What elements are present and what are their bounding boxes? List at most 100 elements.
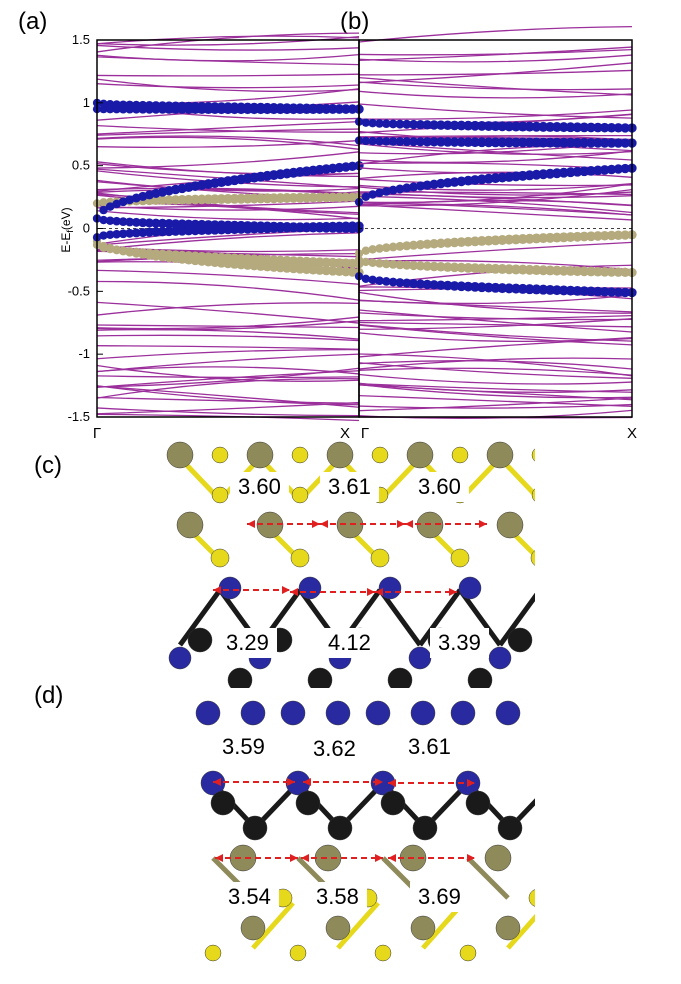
arrow-head bbox=[213, 778, 221, 786]
y-tick-label: -1.5 bbox=[68, 409, 90, 424]
tan-projection-point bbox=[395, 241, 405, 251]
arrow-head bbox=[388, 779, 396, 787]
blue-projection-point bbox=[402, 137, 412, 147]
band-line bbox=[96, 407, 360, 417]
blue-projection-point bbox=[442, 120, 453, 131]
c-atom bbox=[507, 627, 533, 653]
blue-projection-point bbox=[572, 285, 583, 296]
tan-projection-point bbox=[613, 267, 624, 277]
band-structure-plot: 1.5 1 0.5 0 -0.5 -1 -1.5 E-Ef(eV) Γ X Γ X bbox=[59, 25, 637, 442]
tan-projection-point bbox=[606, 267, 617, 277]
blue-projection-point bbox=[606, 138, 617, 148]
tan-projection-point bbox=[375, 259, 384, 268]
distance-label-c-top-3: 3.60 bbox=[410, 472, 469, 503]
band-line bbox=[358, 25, 633, 43]
blue-projection-point bbox=[436, 120, 446, 130]
band-line bbox=[358, 203, 633, 216]
bond bbox=[457, 588, 503, 647]
band-line bbox=[358, 134, 633, 138]
band-line bbox=[358, 321, 633, 328]
band-line bbox=[96, 83, 360, 89]
arrow-head bbox=[213, 586, 221, 594]
blue-projection-point bbox=[368, 275, 377, 285]
tan-projection-point bbox=[449, 262, 460, 273]
blue-projection-point bbox=[112, 229, 121, 239]
tan-projection-point bbox=[593, 266, 603, 277]
band-line bbox=[358, 241, 633, 261]
blue-projection-point bbox=[131, 228, 141, 238]
s-atom bbox=[211, 486, 229, 504]
c-atom bbox=[412, 815, 438, 841]
blue-projection-point bbox=[151, 227, 161, 237]
c-atom bbox=[187, 627, 213, 653]
y-axis-ticks: 1.5 1 0.5 0 -0.5 -1 -1.5 bbox=[68, 32, 103, 424]
blue-projection-point bbox=[415, 137, 426, 147]
arrow-head bbox=[312, 520, 320, 528]
tan-projection-point bbox=[368, 245, 377, 254]
tan-projection-point bbox=[442, 238, 453, 248]
blue-projection-point bbox=[347, 221, 358, 231]
panel-b-frame bbox=[358, 39, 633, 418]
mo-atom bbox=[410, 915, 436, 941]
band-line bbox=[358, 143, 633, 155]
blue-projection-point bbox=[409, 119, 419, 130]
blue-projection-point bbox=[402, 183, 412, 193]
blue-projection-point bbox=[558, 122, 569, 133]
mo-atom bbox=[240, 915, 266, 941]
s-atom bbox=[531, 448, 535, 462]
band-line bbox=[358, 309, 633, 333]
blue-projection-point bbox=[118, 100, 128, 110]
tan-projection-point bbox=[429, 239, 439, 249]
band-line bbox=[358, 54, 633, 63]
distance-label-c-bottom-2: 4.12 bbox=[320, 628, 379, 659]
band-line bbox=[96, 353, 360, 373]
blue-projection-point bbox=[138, 228, 148, 238]
band-line bbox=[358, 403, 633, 409]
arrow-head bbox=[290, 588, 298, 596]
band-line bbox=[96, 269, 360, 285]
s-atom bbox=[530, 550, 535, 566]
blue-projection-point bbox=[579, 286, 590, 296]
arrow-head bbox=[388, 854, 396, 862]
band-line bbox=[358, 394, 633, 407]
blue-projection-point bbox=[105, 99, 115, 109]
blue-projection-point bbox=[456, 120, 467, 131]
mo-atom bbox=[325, 915, 351, 941]
s-atom bbox=[531, 488, 535, 502]
arrow-head bbox=[215, 854, 223, 862]
s-atom bbox=[204, 944, 222, 962]
blue-projection-point bbox=[368, 190, 377, 199]
blue-projection-point bbox=[368, 136, 377, 146]
band-line bbox=[358, 397, 633, 412]
tan-projection-point bbox=[415, 240, 426, 250]
mo-atom bbox=[486, 441, 514, 469]
tan-projection-point bbox=[341, 192, 351, 202]
band-line bbox=[96, 128, 360, 136]
blue-projection-point bbox=[381, 187, 391, 196]
blue-projection-point bbox=[483, 137, 494, 148]
arrow-head bbox=[375, 854, 383, 862]
blue-projection-point bbox=[613, 123, 624, 133]
blue-projection-point bbox=[449, 137, 460, 147]
blue-projection-point bbox=[449, 281, 460, 291]
blue-projection-point bbox=[144, 227, 154, 237]
blue-projection-point bbox=[579, 122, 590, 133]
bond bbox=[251, 901, 295, 950]
band-line bbox=[358, 90, 633, 99]
blue-projection-point bbox=[395, 137, 405, 146]
band-line bbox=[358, 373, 633, 385]
blue-projection-point bbox=[341, 104, 351, 114]
tan-projection-point bbox=[157, 195, 168, 205]
tan-projection-point bbox=[409, 240, 419, 250]
tan-projection-point bbox=[381, 243, 391, 253]
blue-projection-point bbox=[105, 230, 115, 240]
tan-projection-point bbox=[151, 195, 161, 206]
arrow-head bbox=[479, 520, 487, 528]
blue-projection-point bbox=[388, 277, 398, 287]
band-line bbox=[96, 161, 360, 178]
blue-projection-point bbox=[409, 137, 419, 147]
blue-projection-point bbox=[375, 188, 384, 198]
s-atom bbox=[450, 548, 470, 568]
blue-projection-point bbox=[470, 120, 480, 131]
blue-projection-point bbox=[112, 199, 121, 209]
